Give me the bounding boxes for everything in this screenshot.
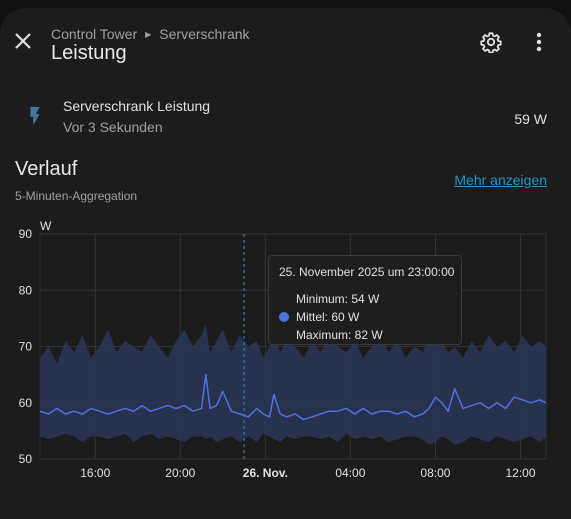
tooltip-maximum: Maximum: 82 W bbox=[296, 328, 383, 342]
show-more-link[interactable]: Mehr anzeigen bbox=[454, 172, 547, 188]
y-tick-label: 50 bbox=[19, 452, 33, 466]
x-tick-label: 04:00 bbox=[335, 466, 365, 480]
gear-icon bbox=[480, 32, 502, 53]
y-tick-label: 80 bbox=[19, 283, 33, 297]
x-tick-label: 26. Nov. bbox=[243, 466, 288, 480]
close-button[interactable] bbox=[8, 26, 38, 56]
breadcrumb-separator-icon: ▶ bbox=[145, 29, 152, 39]
breadcrumb-device[interactable]: Serverschrank bbox=[159, 26, 250, 42]
breadcrumb: Control Tower ▶ Serverschrank bbox=[51, 26, 250, 42]
entity-state-value: 59 W bbox=[514, 111, 547, 127]
tooltip-series-marker bbox=[279, 312, 289, 322]
tooltip-mean: Mittel: 60 W bbox=[296, 310, 360, 324]
x-tick-label: 16:00 bbox=[80, 466, 110, 480]
mean-series-line bbox=[39, 373, 547, 421]
dots-vertical-icon bbox=[536, 32, 542, 52]
tooltip-timestamp: 25. November 2025 um 23:00:00 bbox=[279, 265, 455, 279]
chart-tooltip: 25. November 2025 um 23:00:00 Minimum: 5… bbox=[268, 255, 462, 345]
history-subtitle: 5-Minuten-Aggregation bbox=[15, 189, 138, 203]
x-tick-label: 08:00 bbox=[420, 466, 450, 480]
y-axis-unit-label: W bbox=[40, 219, 52, 233]
y-tick-label: 90 bbox=[19, 227, 33, 241]
entity-last-changed: Vor 3 Sekunden bbox=[63, 119, 163, 135]
close-icon bbox=[15, 33, 31, 49]
dialog-title: Leistung bbox=[51, 42, 127, 64]
settings-button[interactable] bbox=[477, 28, 505, 56]
x-tick-label: 20:00 bbox=[165, 466, 195, 480]
entity-name: Serverschrank Leistung bbox=[63, 98, 211, 114]
x-tick-label: 12:00 bbox=[505, 466, 535, 480]
y-tick-label: 60 bbox=[19, 396, 33, 410]
history-title: Verlauf bbox=[15, 158, 78, 180]
tooltip-minimum: Minimum: 54 W bbox=[296, 292, 380, 306]
flash-icon bbox=[30, 106, 40, 126]
overflow-menu-button[interactable] bbox=[525, 28, 553, 56]
y-tick-label: 70 bbox=[19, 340, 33, 354]
breadcrumb-area[interactable]: Control Tower bbox=[51, 26, 138, 42]
entity-state-row[interactable]: Serverschrank Leistung Vor 3 Sekunden 59… bbox=[0, 90, 571, 150]
